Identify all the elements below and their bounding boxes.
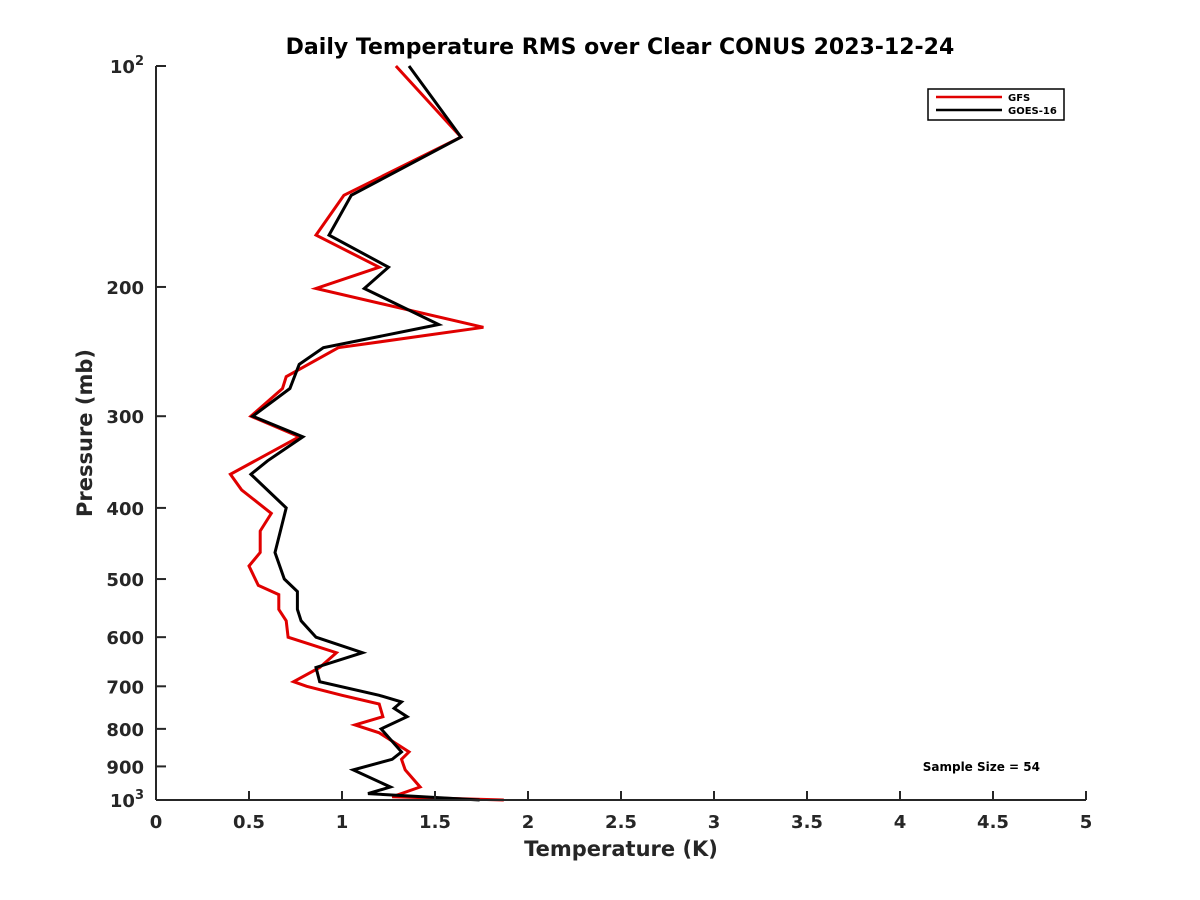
y-tick-label: 500	[106, 570, 144, 591]
x-tick-label: 1	[336, 812, 349, 833]
plot-lines	[228, 64, 504, 802]
legend-label: GOES-16	[1008, 106, 1057, 117]
chart-title: Daily Temperature RMS over Clear CONUS 2…	[286, 35, 955, 60]
y-tick-label: 900	[106, 757, 144, 778]
sample-size-annotation: Sample Size = 54	[923, 760, 1040, 774]
series-line-gfs	[228, 64, 504, 802]
x-tick-label: 4	[894, 812, 907, 833]
y-tick-label: 103	[110, 788, 144, 812]
y-tick-label: 700	[106, 677, 144, 698]
x-tick-label: 0	[150, 812, 163, 833]
x-tick-label: 4.5	[977, 812, 1009, 833]
y-tick-label: 300	[106, 407, 144, 428]
y-tick-label: 102	[110, 54, 144, 78]
x-tick-label: 1.5	[419, 812, 451, 833]
y-tick-label: 200	[106, 278, 144, 299]
x-axis-label: Temperature (K)	[524, 837, 718, 861]
y-tick-label: 600	[106, 628, 144, 649]
x-tick-label: 3	[708, 812, 721, 833]
x-tick-label: 0.5	[233, 812, 265, 833]
x-tick-label: 3.5	[791, 812, 823, 833]
legend-box	[927, 88, 1065, 121]
series-line-goes-16	[248, 65, 480, 802]
legend-label: GFS	[1008, 93, 1030, 104]
x-tick-label: 2	[522, 812, 535, 833]
y-axis-label: Pressure (mb)	[73, 349, 97, 517]
x-ticks: 0 0.5 1 1.5 2 2.5 3 3.5 4 4.5 5	[150, 791, 1093, 833]
y-tick-label: 400	[106, 499, 144, 520]
x-tick-label: 2.5	[605, 812, 637, 833]
y-ticks: 102 200 300 400 500 600 700 800 900 103	[106, 54, 166, 812]
x-tick-label: 5	[1080, 812, 1093, 833]
legend: GFS GOES-16	[927, 88, 1065, 121]
y-tick-label: 800	[106, 720, 144, 741]
